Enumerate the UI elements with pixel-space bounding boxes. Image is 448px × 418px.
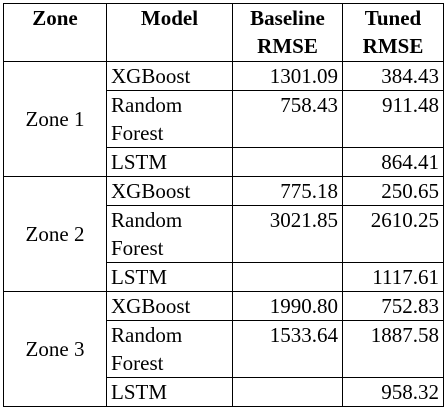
header-zone-label: Zone <box>32 6 78 30</box>
table-row: Zone 1 XGBoost 1301.09 384.43 <box>3 61 444 177</box>
model-line: Forest <box>111 121 164 145</box>
table-row: LSTM 1117.61 <box>4 262 444 292</box>
tuned-rmse-cell: 2610.25 <box>342 205 444 263</box>
baseline-rmse-cell: 775.18 <box>232 176 343 206</box>
zone-cell: Zone 1 <box>3 61 107 177</box>
tuned-rmse-cell: 752.83 <box>342 291 444 321</box>
header-zone: Zone <box>3 3 107 62</box>
baseline-rmse-cell: 1301.09 <box>232 61 343 91</box>
model-cell: Random Forest <box>106 320 233 378</box>
model-cell: LSTM <box>106 147 233 177</box>
model-cell: LSTM <box>106 377 233 407</box>
rmse-results-table: Zone Model Baseline RMSE Tuned RMSE Zone… <box>3 3 444 407</box>
model-cell: XGBoost <box>106 61 233 91</box>
model-cell: XGBoost <box>106 291 233 321</box>
baseline-rmse-cell: 1990.80 <box>232 291 343 321</box>
tuned-rmse-cell: 911.48 <box>342 90 444 148</box>
model-cell: XGBoost <box>106 176 233 206</box>
model-cell: Random Forest <box>106 205 233 263</box>
zone-cell: Zone 3 <box>3 291 107 407</box>
baseline-rmse-cell <box>232 147 343 177</box>
header-baseline-line1: Baseline <box>250 6 325 30</box>
table-row: Random Forest 1533.64 1887.58 <box>4 320 444 378</box>
model-line: Forest <box>111 351 164 375</box>
model-cell: Random Forest <box>106 90 233 148</box>
model-cell: LSTM <box>106 262 233 292</box>
tuned-rmse-cell: 1887.58 <box>342 320 444 378</box>
baseline-rmse-cell: 3021.85 <box>232 205 343 263</box>
tuned-rmse-cell: 384.43 <box>342 61 444 91</box>
table-row: LSTM 864.41 <box>4 147 444 177</box>
header-tuned-line1: Tuned <box>364 6 422 30</box>
header-tuned-rmse: Tuned RMSE <box>342 3 444 62</box>
baseline-rmse-cell <box>232 262 343 292</box>
header-tuned-line2: RMSE <box>362 34 424 58</box>
header-baseline-rmse: Baseline RMSE <box>232 3 343 62</box>
header-model: Model <box>106 3 233 62</box>
model-line: Forest <box>111 236 164 260</box>
baseline-rmse-cell <box>232 377 343 407</box>
tuned-rmse-cell: 1117.61 <box>342 262 444 292</box>
tuned-rmse-cell: 250.65 <box>342 176 444 206</box>
model-line: Random <box>111 93 183 117</box>
table-row: LSTM 958.32 <box>4 377 444 407</box>
tuned-rmse-cell: 958.32 <box>342 377 444 407</box>
header-model-label: Model <box>140 6 199 30</box>
table-row: Zone 2 XGBoost 775.18 250.65 <box>3 176 444 292</box>
header-baseline-line2: RMSE <box>257 34 318 58</box>
table-row: Zone 3 XGBoost 1990.80 752.83 <box>3 291 444 407</box>
header-row: Zone Model Baseline RMSE Tuned RMSE <box>3 3 444 62</box>
baseline-rmse-cell: 1533.64 <box>232 320 343 378</box>
zone-cell: Zone 2 <box>3 176 107 292</box>
model-line: Random <box>111 323 183 347</box>
baseline-rmse-cell: 758.43 <box>232 90 343 148</box>
model-line: Random <box>111 208 183 232</box>
tuned-rmse-cell: 864.41 <box>342 147 444 177</box>
